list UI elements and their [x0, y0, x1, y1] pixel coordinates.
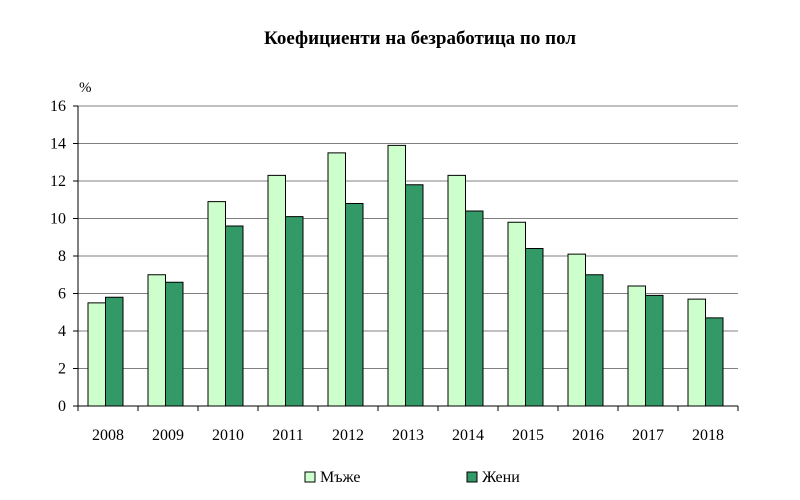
bar-series-2-2013: [405, 184, 424, 407]
bar-series-2-2009: [165, 281, 184, 407]
x-tick-label: 2008: [92, 427, 124, 444]
bar-series-1-2011: [267, 174, 286, 407]
legend-label-2: Жени: [482, 469, 520, 486]
y-tick-label: 14: [50, 136, 66, 153]
bar-series-1-2014: [447, 174, 466, 407]
x-tick-label: 2016: [572, 427, 604, 444]
bar-series-1-2010: [207, 201, 226, 407]
x-tick-label: 2010: [212, 427, 244, 444]
y-tick-label: 2: [58, 361, 66, 378]
x-tick-label: 2011: [272, 427, 303, 444]
y-tick-label: 12: [50, 173, 66, 190]
bar-series-1-2008: [87, 302, 106, 407]
y-tick-labels: 0 2 4 6 8 10 12 14 16: [50, 98, 66, 415]
y-tick-label: 10: [50, 211, 66, 228]
bar-series-2-2012: [345, 203, 364, 407]
bar-series-1-2015: [507, 221, 526, 407]
chart-title: Коефициенти на безработица по пол: [263, 28, 576, 49]
bar-series-1-2009: [147, 274, 166, 407]
x-tick-labels: 2008 2009 2010 2011 2012 2013 2014 2015 2016 2017…: [92, 427, 724, 444]
bar-series-1-2017: [627, 285, 646, 407]
bar-series-2-2016: [585, 274, 604, 407]
bar-series-1-2013: [387, 144, 406, 407]
x-tick-label: 2017: [632, 427, 664, 444]
bar-series-1-2012: [327, 152, 346, 407]
y-axis-unit: %: [79, 80, 92, 96]
legend-swatch-2: [466, 471, 478, 483]
bar-series-2-2011: [285, 216, 304, 407]
bar-series-2-2017: [645, 294, 664, 407]
bars: [87, 144, 724, 407]
y-tick-label: 16: [50, 98, 66, 115]
y-tick-label: 8: [58, 248, 66, 265]
x-tick-label: 2018: [692, 427, 724, 444]
x-tick-label: 2015: [512, 427, 544, 444]
bar-series-1-2016: [567, 253, 586, 407]
axes: [77, 106, 739, 411]
bar-series-1-2018: [687, 298, 706, 407]
x-tick-label: 2012: [332, 427, 364, 444]
x-tick-label: 2009: [152, 427, 184, 444]
bar-series-2-2014: [465, 210, 484, 407]
y-tick-label: 6: [58, 286, 66, 303]
bar-series-2-2015: [525, 248, 544, 407]
bar-series-2-2018: [705, 317, 724, 407]
legend-label-1: Мъже: [320, 469, 360, 486]
x-tick-label: 2014: [452, 427, 484, 444]
y-tick-label: 0: [58, 398, 66, 415]
legend-swatch-1: [304, 471, 316, 483]
legend: Мъже Жени: [304, 469, 520, 486]
x-tick-label: 2013: [392, 427, 424, 444]
y-tick-label: 4: [58, 323, 66, 340]
bar-series-2-2008: [105, 296, 124, 407]
bar-series-2-2010: [225, 225, 244, 407]
